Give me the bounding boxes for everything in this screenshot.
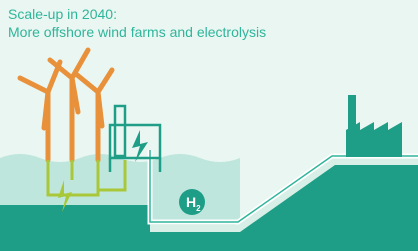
title-line-1: Scale-up in 2040: — [8, 6, 117, 22]
hydrogen-subscript: 2 — [196, 204, 201, 213]
hydrogen-symbol: H — [186, 194, 196, 210]
title-line-2: More offshore wind farms and electrolysi… — [8, 24, 266, 40]
page: Scale-up in 2040: More offshore wind far… — [0, 0, 418, 251]
illustration: Scale-up in 2040: More offshore wind far… — [0, 0, 418, 251]
